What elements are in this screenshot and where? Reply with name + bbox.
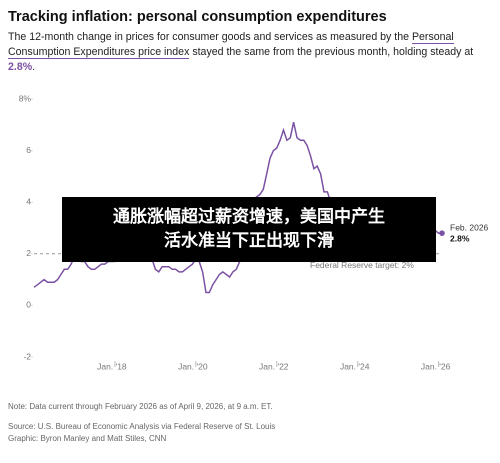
end-value: 2.8% [450, 233, 470, 243]
x-tick-label: Jan. '20 [178, 361, 208, 371]
x-tick-label: Jan. '24 [340, 361, 370, 371]
subtitle-value: 2.8% [8, 61, 33, 73]
y-tick-label: 8% [19, 93, 32, 103]
target-label: Federal Reserve target: 2% [310, 260, 414, 270]
overlay-line: 通胀涨幅超过薪资增速，美国中产生 [113, 207, 385, 226]
credit: Graphic: Byron Manley and Matt Stiles, C… [8, 434, 167, 443]
end-date: Feb. 2026 [450, 222, 489, 232]
x-tick-label: Jan. '22 [259, 361, 289, 371]
subtitle: The 12-month change in prices for consum… [8, 30, 494, 75]
y-tick-label: 0 [26, 300, 31, 310]
subtitle-link: Personal Consumption Expenditures price … [8, 31, 454, 59]
subtitle-text: The 12-month change in prices for consum… [8, 31, 412, 43]
overlay-line: 活水准当下正出现下滑 [164, 231, 334, 250]
x-tick-label: Jan. '18 [97, 361, 127, 371]
subtitle-text: . [32, 61, 36, 73]
subtitle-text: stayed the same from the previous month,… [189, 46, 474, 58]
note: Note: Data current through February 2026… [8, 402, 273, 411]
chart-title: Tracking inflation: personal consumption… [8, 9, 387, 25]
y-tick-label: 4 [26, 196, 31, 206]
y-tick-label: -2 [23, 351, 31, 361]
y-tick-label: 6 [26, 145, 31, 155]
end-point [439, 230, 445, 236]
overlay-caption: 通胀涨幅超过薪资增速，美国中产生 活水准当下正出现下滑 [62, 197, 436, 262]
x-tick-label: Jan. '26 [421, 361, 451, 371]
y-tick-label: 2 [26, 248, 31, 258]
source: Source: U.S. Bureau of Economic Analysis… [8, 422, 276, 431]
